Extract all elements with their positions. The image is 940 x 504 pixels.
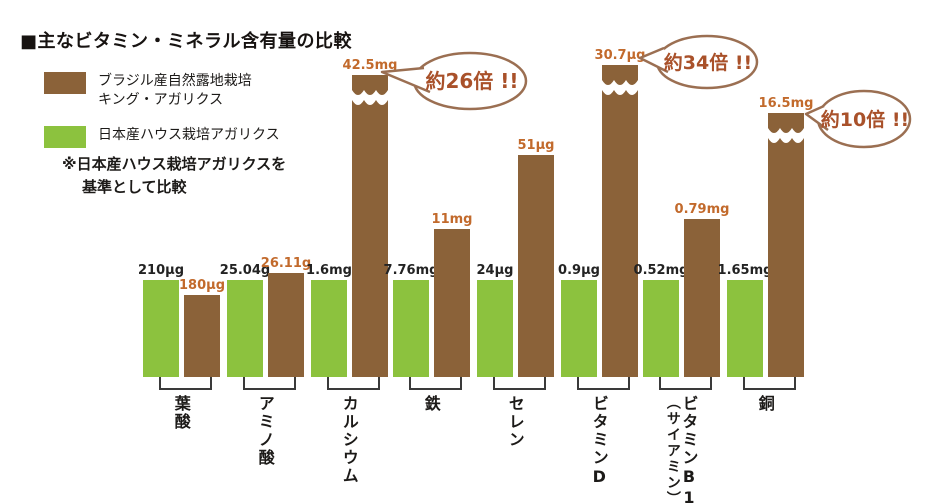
copper-bracket bbox=[743, 377, 796, 390]
callout-text-calcium: 約26倍 !! bbox=[425, 69, 518, 93]
vitamin-d-bracket bbox=[577, 377, 630, 390]
legend-swatch-brazil bbox=[44, 72, 86, 94]
iron-japan-bar bbox=[393, 280, 429, 377]
amino-acid-brazil-bar bbox=[268, 273, 304, 377]
selenium-japan-value: 24μg bbox=[476, 263, 514, 278]
callout-bubble-calcium: 約26倍 !! bbox=[380, 51, 528, 111]
page-title: ■主なビタミン・ミネラル含有量の比較 bbox=[20, 31, 353, 52]
legend-label-brazil: ブラジル産自然露地栽培 キング・アガリクス bbox=[98, 72, 252, 110]
folate-japan-bar bbox=[143, 280, 179, 377]
vitamin-b1-bracket bbox=[659, 377, 712, 390]
copper-japan-value: 1.65mg bbox=[717, 263, 773, 278]
vitamin-b1-category-main: ビタミンB1 bbox=[679, 395, 699, 504]
calcium-bracket bbox=[327, 377, 380, 390]
bar-group-vitamin-b1: 0.52mg 0.79mg ビタミンB1 （サイアミン） bbox=[634, 0, 730, 504]
vitamin-d-japan-bar bbox=[561, 280, 597, 377]
calcium-brazil-bar bbox=[352, 75, 388, 377]
selenium-japan-bar bbox=[477, 280, 513, 377]
callout-text-vitamin-d: 約34倍 !! bbox=[664, 51, 752, 74]
vitamin-b1-brazil-value: 0.79mg bbox=[674, 202, 730, 217]
legend-swatch-japan bbox=[44, 125, 86, 148]
bar-group-copper: 1.65mg 16.5mg 銅 bbox=[718, 0, 814, 504]
selenium-brazil-value: 51μg bbox=[517, 138, 555, 153]
baseline-note: ※日本産ハウス栽培アガリクスを 基準として比較 bbox=[62, 153, 286, 198]
copper-category-label: 銅 bbox=[755, 395, 775, 413]
vitamin-b1-category-label: ビタミンB1 （サイアミン） bbox=[664, 395, 699, 504]
legend-item-japan: 日本産ハウス栽培アガリクス bbox=[44, 125, 280, 148]
vitamin-b1-brazil-bar bbox=[684, 219, 720, 377]
bar-group-calcium: 1.6mg 42.5mg カルシウム bbox=[306, 0, 397, 504]
amino-acid-japan-bar bbox=[227, 280, 263, 377]
iron-brazil-value: 11mg bbox=[431, 212, 473, 227]
callout-text-copper: 約10倍 !! bbox=[821, 108, 909, 131]
amino-acid-japan-value: 25.04g bbox=[219, 263, 271, 278]
bar-group-selenium: 24μg 51μg セレン bbox=[476, 0, 555, 504]
vitamin-b1-japan-value: 0.52mg bbox=[633, 263, 689, 278]
vitamin-d-brazil-bar bbox=[602, 65, 638, 377]
vitamin-b1-category-sub: （サイアミン） bbox=[664, 395, 681, 504]
bar-group-vitamin-d: 0.9μg 30.7μg ビタミンD bbox=[558, 0, 645, 504]
callout-bubble-copper: 約10倍 !! bbox=[804, 89, 912, 149]
legend-label-brazil-line1: ブラジル産自然露地栽培 bbox=[98, 73, 252, 89]
selenium-bracket bbox=[493, 377, 546, 390]
selenium-brazil-bar bbox=[518, 155, 554, 377]
folate-brazil-value: 180μg bbox=[178, 278, 226, 293]
amino-acid-brazil-value: 26.11g bbox=[260, 256, 312, 271]
folate-bracket bbox=[159, 377, 212, 390]
selenium-category-label: セレン bbox=[505, 395, 525, 449]
folate-japan-value: 210μg bbox=[137, 263, 185, 278]
bar-group-amino-acid: 25.04g 26.11g アミノ酸 bbox=[220, 0, 311, 504]
copper-brazil-bar bbox=[768, 113, 804, 377]
copper-brazil-value: 16.5mg bbox=[758, 96, 814, 111]
axis-break-wave bbox=[768, 128, 804, 143]
legend: ブラジル産自然露地栽培 キング・アガリクス 日本産ハウス栽培アガリクス bbox=[44, 72, 280, 164]
bar-group-folate: 210μg 180μg 葉酸 bbox=[138, 0, 225, 504]
bar-group-iron: 7.76mg 11mg 鉄 bbox=[384, 0, 473, 504]
iron-category-label: 鉄 bbox=[421, 395, 441, 413]
legend-label-japan: 日本産ハウス栽培アガリクス bbox=[98, 126, 280, 143]
calcium-japan-bar bbox=[311, 280, 347, 377]
calcium-category-label: カルシウム bbox=[339, 395, 359, 485]
folate-brazil-bar bbox=[184, 295, 220, 377]
iron-bracket bbox=[409, 377, 462, 390]
folate-category-label: 葉酸 bbox=[171, 395, 191, 431]
calcium-brazil-value: 42.5mg bbox=[342, 58, 398, 73]
amino-acid-category-label: アミノ酸 bbox=[255, 395, 275, 467]
baseline-note-line1: ※日本産ハウス栽培アガリクスを bbox=[62, 155, 287, 173]
vitamin-b1-japan-bar bbox=[643, 280, 679, 377]
callout-bubble-vitamin-d: 約34倍 !! bbox=[638, 34, 759, 90]
copper-japan-bar bbox=[727, 280, 763, 377]
iron-japan-value: 7.76mg bbox=[383, 263, 439, 278]
vitamin-d-category-label: ビタミンD bbox=[589, 395, 609, 488]
axis-break-wave bbox=[602, 80, 638, 95]
iron-brazil-bar bbox=[434, 229, 470, 377]
legend-label-brazil-line2: キング・アガリクス bbox=[98, 91, 224, 108]
legend-item-brazil: ブラジル産自然露地栽培 キング・アガリクス bbox=[44, 72, 280, 110]
amino-acid-bracket bbox=[243, 377, 296, 390]
baseline-note-line2: 基準として比較 bbox=[82, 177, 187, 196]
calcium-japan-value: 1.6mg bbox=[306, 263, 352, 278]
vitamin-d-brazil-value: 30.7μg bbox=[594, 48, 646, 63]
axis-break-wave bbox=[352, 90, 388, 105]
vitamin-d-japan-value: 0.9μg bbox=[558, 263, 600, 278]
